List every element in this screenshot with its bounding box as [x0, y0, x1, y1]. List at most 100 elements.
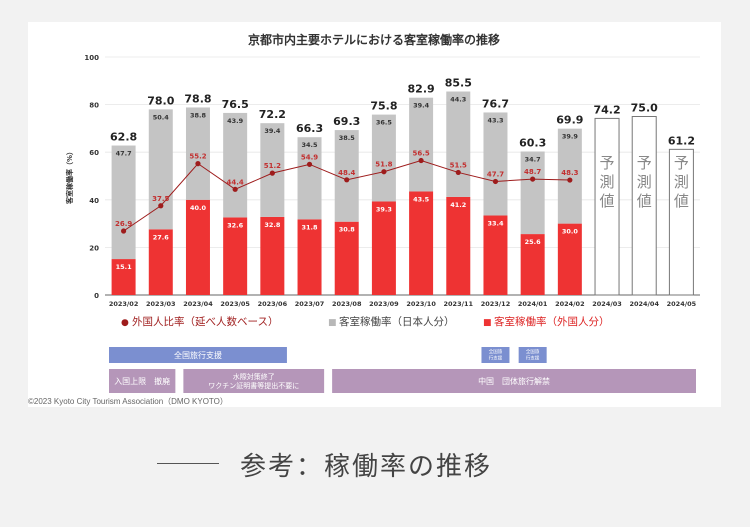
policy-purple-bar: [332, 369, 696, 393]
x-tick-label: 2023/06: [258, 300, 288, 308]
bar-foreign: [111, 259, 136, 295]
forecast-label-char: 値: [637, 192, 652, 210]
policy-purple-bar: [183, 369, 325, 393]
chart-title: 京都市内主要ホテルにおける客室稼働率の推移: [248, 32, 500, 47]
bar-japanese: [557, 128, 582, 224]
total-label: 82.9: [408, 83, 435, 96]
bar-japanese: [260, 123, 285, 217]
bar-foreign-label: 39.3: [376, 205, 392, 213]
forecast-label-char: 測: [600, 173, 615, 191]
bar-foreign: [520, 234, 545, 295]
foreign-ratio-point: [418, 157, 424, 164]
bar-foreign: [185, 199, 210, 295]
bar-foreign-label: 43.5: [413, 195, 430, 203]
bar-foreign-label: 25.6: [525, 238, 542, 246]
total-label: 61.2: [668, 134, 695, 147]
foreign-ratio-label: 56.5: [412, 150, 429, 158]
policy-blue-bar: [518, 347, 547, 363]
bar-foreign: [557, 223, 582, 295]
foreign-ratio-label: 37.5: [152, 195, 169, 203]
bar-japanese-label: 34.5: [302, 141, 319, 149]
bar-japanese: [446, 91, 471, 197]
forecast-bar: [668, 148, 694, 296]
total-label: 74.2: [593, 103, 620, 116]
bar-foreign-label: 31.8: [302, 223, 319, 231]
bar-foreign-label: 40.0: [190, 204, 207, 212]
bar-japanese: [297, 137, 322, 220]
x-tick-label: 2024/05: [667, 300, 697, 308]
policy-blue-bar-label: 全国旅: [489, 348, 503, 355]
forecast-label-char: 測: [674, 173, 689, 191]
caption-row: 参考：稼働率の推移: [0, 440, 750, 488]
forecast-label-char: 予: [637, 154, 652, 172]
foreign-ratio-label: 26.9: [115, 220, 132, 228]
foreign-ratio-label: 44.4: [227, 178, 244, 186]
bar-japanese-label: 47.7: [116, 150, 132, 158]
foreign-ratio-point: [158, 203, 164, 209]
bar-japanese-label: 38.5: [339, 134, 356, 142]
bar-japanese: [148, 109, 173, 230]
x-tick-label: 2023/05: [220, 300, 250, 308]
foreign-ratio-label: 48.3: [561, 169, 578, 177]
bar-foreign: [260, 216, 285, 295]
caption-dash: [157, 463, 219, 464]
foreign-ratio-point: [269, 170, 275, 176]
copyright-text: ©2023 Kyoto City Tourism Association（DMO…: [28, 397, 228, 406]
chart-panel: 京都市内主要ホテルにおける客室稼働率の推移 客室稼働率（%） 0 20 40 60 80 10…: [28, 22, 721, 407]
policy-blue-bar-label: 行支援: [489, 355, 503, 362]
forecast-label-char: 予: [600, 154, 615, 172]
bar-japanese-label: 44.3: [450, 96, 466, 104]
x-tick-label: 2023/08: [332, 300, 362, 308]
bar-japanese-label: 39.4: [264, 127, 281, 135]
caption-title: 参考：稼働率の推移: [240, 452, 493, 482]
policy-purple-bar: [109, 369, 176, 393]
foreign-ratio-point: [381, 169, 387, 175]
bar-foreign: [223, 217, 248, 295]
bar-foreign: [334, 221, 359, 295]
foreign-ratio-label: 47.7: [487, 170, 504, 178]
total-label: 76.7: [482, 97, 509, 110]
forecast-label-char: 予: [674, 154, 689, 172]
total-label: 75.0: [631, 102, 658, 115]
x-tick-label: 2023/11: [444, 300, 474, 308]
bar-japanese: [520, 151, 545, 235]
x-tick-label: 2023/04: [183, 300, 213, 308]
total-label: 69.3: [333, 115, 360, 128]
y-tick-label: 80: [89, 102, 99, 110]
policy-purple-bar-label: 水際対策終了: [233, 372, 275, 381]
bar-japanese-label: 34.7: [525, 155, 541, 163]
x-tick-label: 2023/12: [481, 300, 511, 308]
x-tick-label: 2023/02: [109, 300, 139, 308]
bar-japanese: [483, 112, 508, 216]
y-tick-label: 0: [94, 292, 99, 300]
y-tick-label: 40: [89, 197, 99, 205]
legend-label: 外国人比率（延べ人数ベース）: [132, 315, 278, 328]
legend-marker: ●: [121, 318, 129, 328]
policy-blue-bar: [481, 347, 510, 363]
total-label: 85.5: [445, 77, 472, 90]
foreign-ratio-point: [232, 186, 238, 192]
y-tick-label: 20: [89, 244, 99, 252]
total-label: 75.8: [370, 100, 397, 113]
y-axis-label: 客室稼働率（%）: [65, 148, 74, 205]
policy-purple-bar-label: 中国 団体旅行解禁: [478, 376, 550, 386]
bar-foreign: [297, 219, 322, 295]
bar-foreign: [446, 196, 471, 295]
foreign-ratio-label: 54.9: [301, 153, 318, 161]
total-label: 66.3: [296, 122, 323, 135]
bar-japanese-label: 43.3: [487, 116, 503, 124]
total-label: 69.9: [556, 114, 583, 127]
total-label: 78.8: [184, 92, 211, 105]
bar-japanese: [111, 145, 136, 260]
policy-purple-bar-label: 入国上限 撤廃: [114, 376, 170, 386]
foreign-ratio-point: [492, 178, 499, 185]
total-label: 78.0: [147, 94, 174, 107]
foreign-ratio-label: 51.8: [375, 161, 392, 169]
bar-foreign: [483, 215, 508, 295]
legend-label: 客室稼働率（日本人分）: [339, 315, 455, 328]
bar-foreign: [409, 191, 434, 295]
foreign-ratio-label: 51.2: [264, 162, 281, 170]
bar-japanese-label: 43.9: [227, 117, 244, 125]
forecast-label-char: 測: [637, 173, 652, 191]
